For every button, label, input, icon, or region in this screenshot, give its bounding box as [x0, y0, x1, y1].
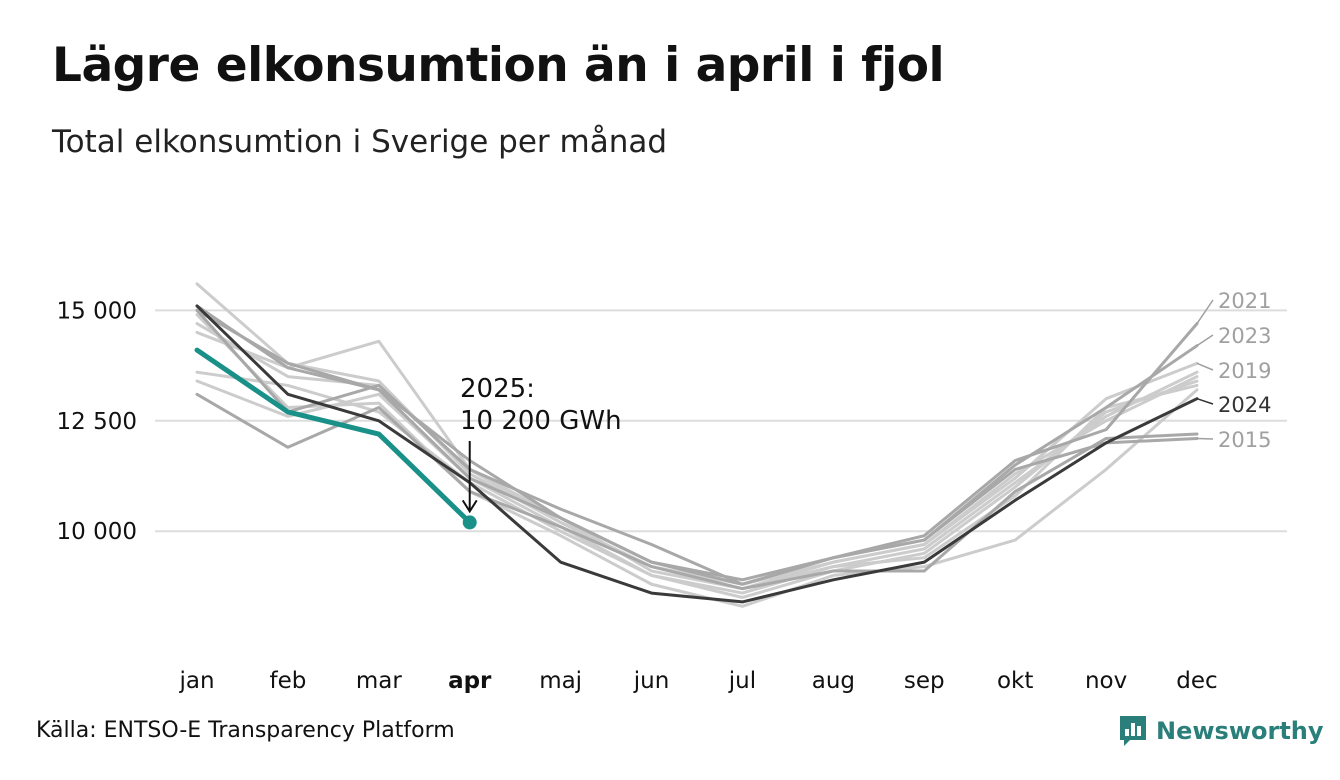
brand-logo[interactable]: Newsworthy: [1118, 714, 1324, 748]
series-lines: [194, 282, 1199, 608]
x-tick-label: okt: [997, 668, 1033, 694]
chart-title: Lägre elkonsumtion än i april i fjol: [52, 38, 945, 93]
label-leader: [1196, 437, 1214, 440]
source-note: Källa: ENTSO-E Transparency Platform: [36, 718, 455, 743]
y-axis: 10 000 12 500 15 000: [57, 298, 137, 545]
label-leader: [1196, 299, 1214, 325]
label-leader: [1196, 334, 1214, 347]
y-tick-label: 12 500: [57, 409, 137, 435]
series-line: [195, 313, 1199, 608]
x-axis: jan feb mar apr maj jun jul aug sep okt nov dec: [178, 668, 1217, 694]
series-label-2023: 2023: [1218, 324, 1271, 348]
annotation-line1: 2025:: [460, 374, 535, 404]
annotation: 2025: 10 200 GWh: [460, 374, 622, 514]
y-tick-label: 15 000: [57, 298, 137, 324]
series-line-2023: [195, 304, 1199, 586]
series-line: [195, 370, 1199, 599]
chart-subtitle: Total elkonsumtion i Sverige per månad: [52, 124, 668, 160]
series-line-2024: [195, 304, 1199, 604]
series-label-2024: 2024: [1218, 393, 1271, 417]
series-label-2015: 2015: [1218, 428, 1271, 452]
x-tick-label: dec: [1176, 668, 1217, 694]
label-leader: [1196, 362, 1214, 371]
series-label-2019: 2019: [1218, 359, 1271, 383]
highlight-point: [462, 515, 477, 530]
newsworthy-logo-icon: [1120, 716, 1146, 746]
x-tick-label: nov: [1085, 668, 1127, 694]
series-line-2025: [194, 347, 473, 525]
x-tick-label: feb: [269, 668, 306, 694]
x-tick-label: maj: [539, 668, 582, 694]
x-tick-label: jan: [178, 668, 214, 694]
annotation-arrowhead: [461, 499, 478, 514]
series-line-2015: [195, 308, 1199, 582]
x-tick-label: jun: [633, 668, 670, 694]
series-line: [195, 370, 1199, 595]
x-tick-label: jul: [728, 668, 756, 694]
series-line: [195, 282, 1199, 586]
x-tick-label: mar: [356, 668, 402, 694]
x-tick-label: aug: [812, 668, 855, 694]
annotation-line2: 10 200 GWh: [460, 406, 622, 436]
series-label-2021: 2021: [1218, 289, 1271, 313]
line-chart: 10 000 12 500 15 000 jan feb mar apr maj jun jul…: [57, 282, 1287, 694]
x-tick-label: sep: [904, 668, 945, 694]
brand-name: Newsworthy: [1156, 717, 1324, 745]
y-tick-label: 10 000: [57, 519, 137, 545]
x-tick-label: apr: [448, 668, 492, 694]
series-line: [195, 392, 1199, 591]
label-leader: [1196, 397, 1214, 405]
series-labels: 2021 2023 2019 2015 2024: [1196, 289, 1271, 452]
